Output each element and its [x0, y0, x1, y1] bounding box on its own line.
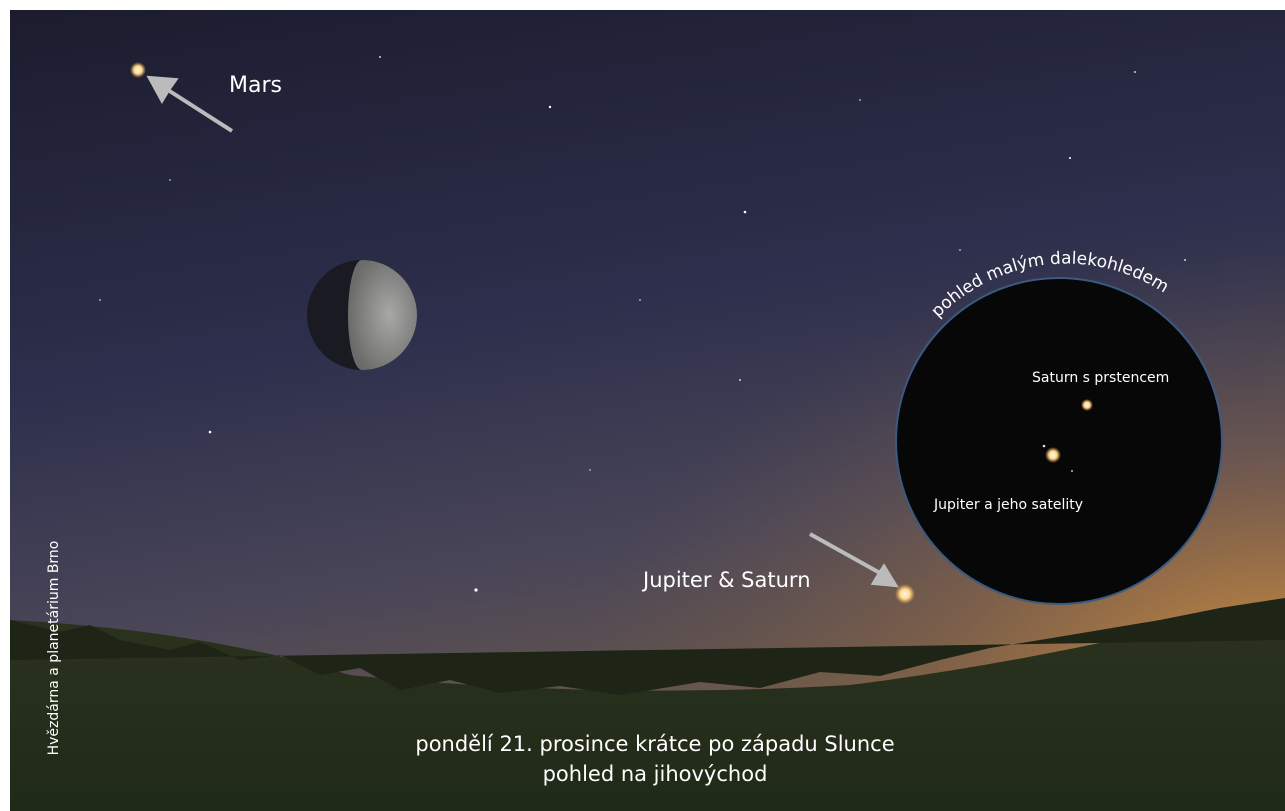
mars: [130, 62, 146, 78]
caption-line1: pondělí 21. prosince krátce po západu Sl…: [415, 732, 894, 756]
moon-of-jupiter: [1043, 445, 1046, 448]
sky-scene: Mars Jupiter & Saturn Saturn s prstencem…: [0, 0, 1285, 811]
saturn: [1081, 399, 1093, 411]
saturn-label: Saturn s prstencem: [1032, 370, 1169, 386]
credit: Hvězdárna a planetárium Brno: [46, 541, 62, 756]
caption-line2: pohled na jihovýchod: [543, 762, 768, 786]
moon-of-jupiter: [1071, 470, 1073, 472]
jupiter: [1045, 447, 1061, 463]
jupiter-label: Jupiter a jeho satelity: [933, 497, 1083, 513]
jupiter-saturn-label: Jupiter & Saturn: [641, 568, 811, 592]
telescope-view: [896, 278, 1222, 604]
mars-label: Mars: [229, 73, 282, 98]
